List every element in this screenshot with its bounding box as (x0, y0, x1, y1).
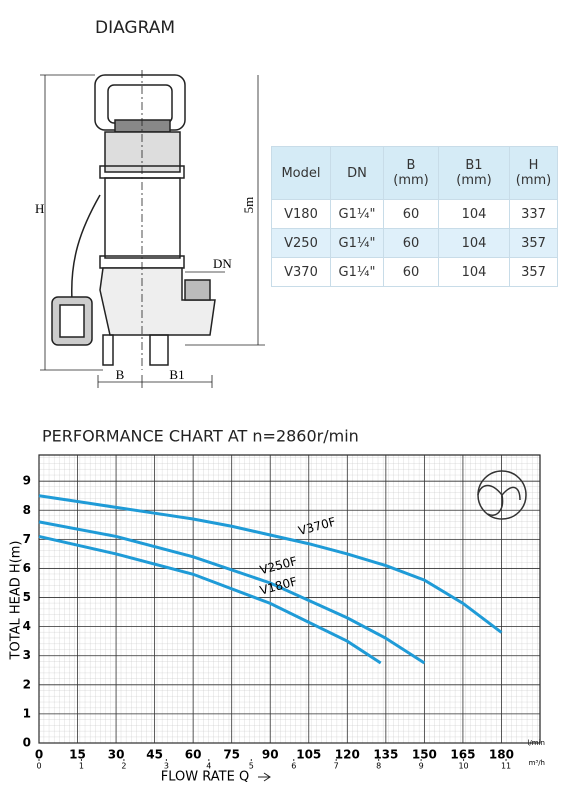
x-tick-label: 15 (69, 748, 86, 762)
cell: 104 (438, 257, 510, 287)
header-cell: DN (347, 165, 367, 181)
impeller-icon (477, 470, 527, 520)
diagram-title: DIAGRAM (95, 18, 175, 38)
y-tick-label: 3 (23, 648, 31, 662)
x-tick-label: 75 (223, 748, 240, 762)
cell: 60 (383, 228, 439, 258)
dim-h: H (35, 201, 44, 216)
x-tick-label: 0 (35, 748, 43, 762)
y-tick-label: 7 (23, 532, 31, 546)
pump-drawing (51, 70, 216, 370)
cell: G1¼" (330, 199, 384, 229)
cell: V180 (271, 199, 331, 229)
table-row: V180 G1¼" 60 104 337 (271, 199, 558, 229)
x2-tick-label: 8 (376, 762, 381, 771)
header-cell: H (mm) (515, 158, 552, 188)
plot-area (38, 454, 541, 744)
table-header: Model DN B (mm) B1 (mm) H (mm) (271, 146, 558, 200)
chart-title: PERFORMANCE CHART AT n=2860r/min (42, 427, 359, 446)
cell: V250 (271, 228, 331, 258)
x-tick-label: 120 (335, 748, 360, 762)
x2-tick-label: 0 (36, 762, 41, 771)
table-row: V250 G1¼" 60 104 357 (271, 228, 558, 258)
header-cell: B1 (mm) (456, 158, 492, 188)
dim-dn: DN (213, 256, 232, 271)
table-row: V370 G1¼" 60 104 357 (271, 257, 558, 287)
cell: 337 (509, 199, 558, 229)
cell: 104 (438, 199, 510, 229)
x2-unit: m³/h (529, 759, 545, 767)
y-axis-label: TOTAL HEAD H(m) (9, 541, 24, 661)
cell: 357 (509, 257, 558, 287)
x2-tick-label: 2 (121, 762, 126, 771)
y-tick-label: 9 (23, 474, 31, 488)
dimension-lines (40, 74, 265, 388)
x2-tick-label: 9 (419, 762, 424, 771)
dim-5m: 5m (241, 197, 256, 214)
x2-tick-label: 10 (458, 762, 468, 771)
cell: 357 (509, 228, 558, 258)
curve (38, 534, 382, 665)
y-tick-label: 1 (23, 706, 31, 720)
x-tick-label: 105 (296, 748, 321, 762)
header-cell: Model (281, 165, 321, 181)
y-tick-label: 6 (23, 561, 31, 575)
y-tick-label: 2 (23, 677, 31, 691)
x-tick-label: 165 (450, 748, 475, 762)
x2-tick-label: 7 (334, 762, 339, 771)
cell: 60 (383, 257, 439, 287)
cell: G1¼" (330, 257, 384, 287)
y-tick-label: 4 (23, 619, 31, 633)
x2-tick-label: 4 (206, 762, 211, 771)
y-tick-label: 0 (23, 736, 31, 750)
x2-tick-label: 6 (291, 762, 296, 771)
x2-tick-label: 3 (164, 762, 169, 771)
curve (38, 494, 503, 634)
x-tick-label: 90 (262, 748, 279, 762)
x2-tick-label: 11 (501, 762, 511, 771)
cell: 104 (438, 228, 510, 258)
x-tick-label: 60 (185, 748, 202, 762)
x-tick-label: 135 (373, 748, 398, 762)
x2-tick-label: 5 (249, 762, 254, 771)
cell: V370 (271, 257, 331, 287)
y-tick-label: 8 (23, 503, 31, 517)
header-cell: B (mm) (393, 158, 429, 188)
x-arrow (258, 772, 271, 782)
curve (38, 520, 426, 665)
x2-tick-label: 1 (79, 762, 84, 771)
dim-b: B (116, 367, 125, 382)
x-tick-label: 45 (146, 748, 163, 762)
cell: 60 (383, 199, 439, 229)
y-tick-label: 5 (23, 590, 31, 604)
spec-table: Model DN B (mm) B1 (mm) H (mm) V180 G1¼" 6… (271, 146, 558, 287)
x-tick-label: 30 (108, 748, 125, 762)
x-axis-label: FLOW RATE Q (161, 770, 249, 785)
x-tick-label: 150 (412, 748, 437, 762)
dim-b1: B1 (169, 367, 184, 382)
x-tick-label: 180 (489, 748, 514, 762)
cell: G1¼" (330, 228, 384, 258)
